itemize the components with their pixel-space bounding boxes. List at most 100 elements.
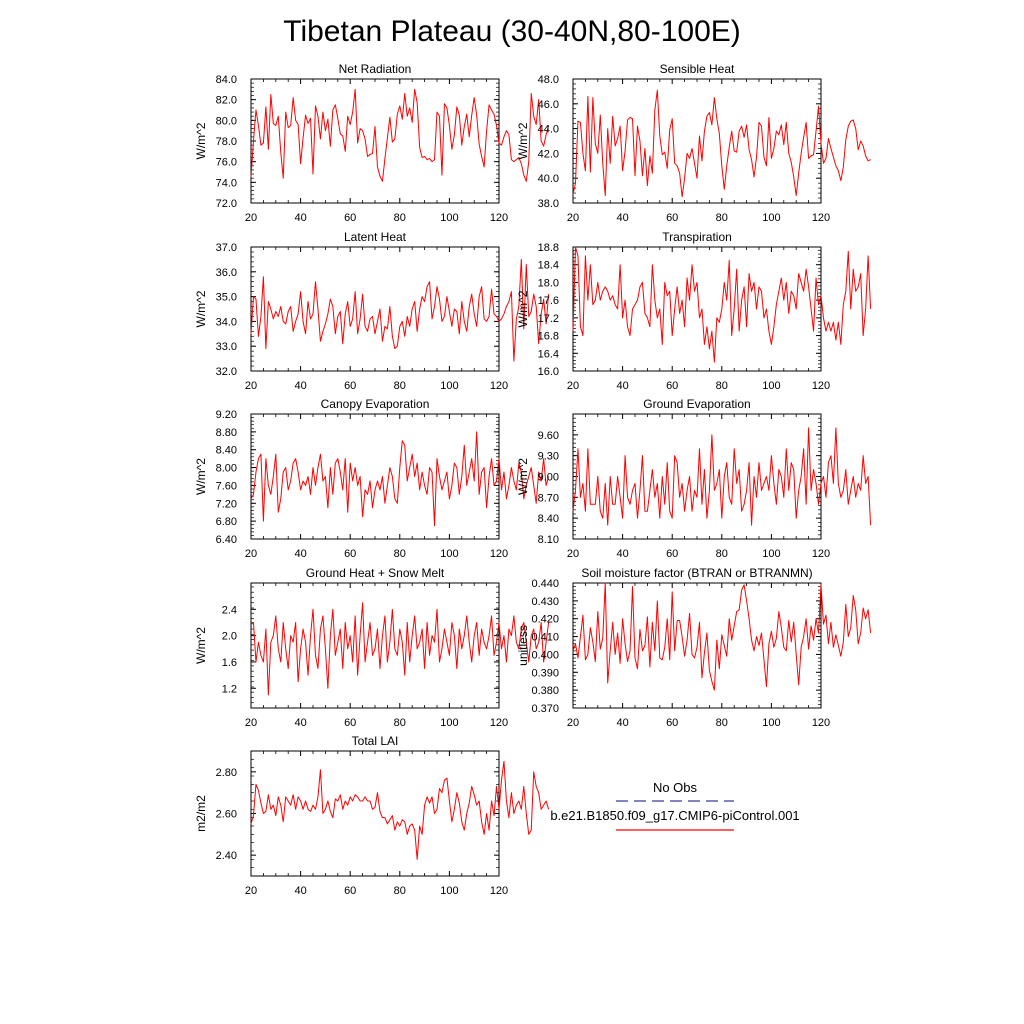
ground-heat-snow-melt-xtick-label: 60 — [344, 717, 356, 729]
ground-heat-snow-melt-ylabel: W/m^2 — [194, 627, 208, 664]
ground-heat-snow-melt-ytick-label: 1.6 — [222, 657, 237, 669]
ground-evaporation-title: Ground Evaporation — [643, 397, 750, 411]
transpiration-ytick-label: 16.0 — [538, 366, 559, 378]
soil-moisture-factor-btran-or-btranmn-ytick-label: 0.410 — [531, 632, 559, 644]
ground-evaporation-ytick-label: 9.30 — [538, 451, 559, 463]
ground-heat-snow-melt-xtick-label: 40 — [294, 717, 306, 729]
sensible-heat-ytick-label: 48.0 — [538, 74, 559, 86]
ground-heat-snow-melt-xtick-label: 120 — [490, 717, 508, 729]
panel-latent-heat: Latent Heat W/m^2 20 40 60 80 100 120 32.0 33.0 34… — [194, 230, 550, 392]
net-radiation-ytick-label: 82.0 — [216, 95, 237, 107]
figure-title: Tibetan Plateau (30-40N,80-100E) — [283, 15, 741, 48]
transpiration-xtick-label: 40 — [616, 380, 628, 392]
latent-heat-ytick-label: 32.0 — [216, 366, 237, 378]
canopy-evaporation-ylabel: W/m^2 — [194, 458, 208, 495]
ground-evaporation-ytick-label: 8.40 — [538, 513, 559, 525]
ground-heat-snow-melt-series-line — [251, 602, 550, 696]
net-radiation-xtick-label: 100 — [440, 212, 458, 224]
total-lai-series-line — [250, 760, 550, 860]
canopy-evaporation-xtick-label: 120 — [490, 548, 508, 560]
net-radiation-ytick-label: 78.0 — [216, 136, 237, 148]
canopy-evaporation-xtick-label: 60 — [344, 548, 356, 560]
legend: No Obs b.e21.B1850.f09_g17.CMIP6-piContr… — [550, 780, 800, 831]
panel-total-lai: Total LAI m2/m2 20 40 60 80 100 120 2.40 2.60 2.80 — [194, 734, 550, 897]
latent-heat-xtick-label: 120 — [490, 380, 508, 392]
net-radiation-ytick-label: 74.0 — [216, 177, 237, 189]
soil-moisture-factor-btran-or-btranmn-xtick-label: 80 — [716, 717, 728, 729]
total-lai-xtick-label: 80 — [394, 885, 406, 897]
net-radiation-ytick-label: 76.0 — [216, 157, 237, 169]
latent-heat-xtick-label: 100 — [440, 380, 458, 392]
total-lai-xtick-label: 40 — [294, 885, 306, 897]
soil-moisture-factor-btran-or-btranmn-ytick-label: 0.370 — [531, 703, 559, 715]
canopy-evaporation-ytick-label: 7.60 — [216, 480, 237, 492]
soil-moisture-factor-btran-or-btranmn-ytick-label: 0.440 — [531, 578, 559, 590]
transpiration-xtick-label: 80 — [716, 380, 728, 392]
net-radiation-xtick-label: 20 — [245, 212, 257, 224]
latent-heat-series-line — [250, 258, 550, 362]
soil-moisture-factor-btran-or-btranmn-xtick-label: 40 — [616, 717, 628, 729]
ground-evaporation-ytick-label: 8.70 — [538, 492, 559, 504]
panel-sensible-heat: Sensible Heat W/m^2 20 40 60 80 100 120 38.0 40.0… — [516, 62, 871, 224]
total-lai-ylabel: m2/m2 — [194, 795, 208, 832]
total-lai-xtick-label: 120 — [490, 885, 508, 897]
sensible-heat-xtick-label: 20 — [567, 212, 579, 224]
soil-moisture-factor-btran-or-btranmn-xtick-label: 20 — [567, 717, 579, 729]
ground-heat-snow-melt-xtick-label: 100 — [440, 717, 458, 729]
panel-canopy-evaporation: Canopy Evaporation W/m^2 20 40 60 80 100 120 6.4… — [194, 397, 550, 560]
ground-evaporation-xtick-label: 60 — [666, 548, 678, 560]
canopy-evaporation-ytick-label: 8.00 — [216, 463, 237, 475]
latent-heat-xtick-label: 60 — [344, 380, 356, 392]
soil-moisture-factor-btran-or-btranmn-series-line — [572, 582, 872, 691]
transpiration-ytick-label: 16.4 — [538, 348, 559, 360]
panel-ground-evaporation: Ground Evaporation W/m^2 20 40 60 80 100 120 8.1… — [516, 397, 872, 560]
net-radiation-ytick-label: 84.0 — [216, 74, 237, 86]
canopy-evaporation-title: Canopy Evaporation — [321, 397, 430, 411]
panel-transpiration: Transpiration W/m^2 20 40 60 80 100 120 16.0 16.4… — [516, 230, 872, 392]
net-radiation-title: Net Radiation — [339, 62, 412, 76]
sensible-heat-title: Sensible Heat — [660, 62, 735, 76]
sensible-heat-xtick-label: 100 — [762, 212, 780, 224]
sensible-heat-xtick-label: 40 — [616, 212, 628, 224]
latent-heat-ytick-label: 37.0 — [216, 242, 237, 254]
canopy-evaporation-xtick-label: 20 — [245, 548, 257, 560]
latent-heat-ytick-label: 34.0 — [216, 316, 237, 328]
sensible-heat-ytick-label: 42.0 — [538, 148, 559, 160]
soil-moisture-factor-btran-or-btranmn-ytick-label: 0.380 — [531, 685, 559, 697]
soil-moisture-factor-btran-or-btranmn-title: Soil moisture factor (BTRAN or BTRANMN) — [581, 566, 812, 580]
sensible-heat-xtick-label: 60 — [666, 212, 678, 224]
net-radiation-xtick-label: 60 — [344, 212, 356, 224]
canopy-evaporation-ytick-label: 6.40 — [216, 534, 237, 546]
panel-net-radiation: Net Radiation W/m^2 20 40 60 80 100 120 72.0 74.0… — [194, 62, 550, 224]
ground-evaporation-ytick-label: 9.00 — [538, 472, 559, 484]
latent-heat-title: Latent Heat — [344, 230, 407, 244]
ground-evaporation-ytick-label: 9.60 — [538, 430, 559, 442]
total-lai-title: Total LAI — [352, 734, 399, 748]
latent-heat-xtick-label: 80 — [394, 380, 406, 392]
transpiration-ytick-label: 16.8 — [538, 331, 559, 343]
net-radiation-xtick-label: 120 — [490, 212, 508, 224]
total-lai-xtick-label: 20 — [245, 885, 257, 897]
ground-evaporation-xtick-label: 120 — [812, 548, 830, 560]
latent-heat-xtick-label: 20 — [245, 380, 257, 392]
ground-heat-snow-melt-ytick-label: 2.4 — [222, 604, 237, 616]
panels: Net Radiation W/m^2 20 40 60 80 100 120 72.0 74.0… — [194, 62, 872, 897]
soil-moisture-factor-btran-or-btranmn-ylabel: unitless — [516, 625, 530, 666]
canopy-evaporation-ytick-label: 7.20 — [216, 498, 237, 510]
sensible-heat-ytick-label: 40.0 — [538, 173, 559, 185]
transpiration-ytick-label: 18.0 — [538, 277, 559, 289]
ground-heat-snow-melt-xtick-label: 20 — [245, 717, 257, 729]
transpiration-xtick-label: 60 — [666, 380, 678, 392]
transpiration-xtick-label: 120 — [812, 380, 830, 392]
canopy-evaporation-xtick-label: 80 — [394, 548, 406, 560]
canopy-evaporation-series-line — [250, 431, 550, 527]
sensible-heat-ytick-label: 46.0 — [538, 99, 559, 111]
latent-heat-xtick-label: 40 — [294, 380, 306, 392]
canopy-evaporation-ytick-label: 8.40 — [216, 445, 237, 457]
panel-ground-heat-snow-melt: Ground Heat + Snow Melt W/m^2 20 40 60 80 100 1… — [194, 566, 550, 729]
ground-heat-snow-melt-ytick-label: 1.2 — [222, 683, 237, 695]
net-radiation-ylabel: W/m^2 — [194, 122, 208, 159]
soil-moisture-factor-btran-or-btranmn-xtick-label: 120 — [812, 717, 830, 729]
